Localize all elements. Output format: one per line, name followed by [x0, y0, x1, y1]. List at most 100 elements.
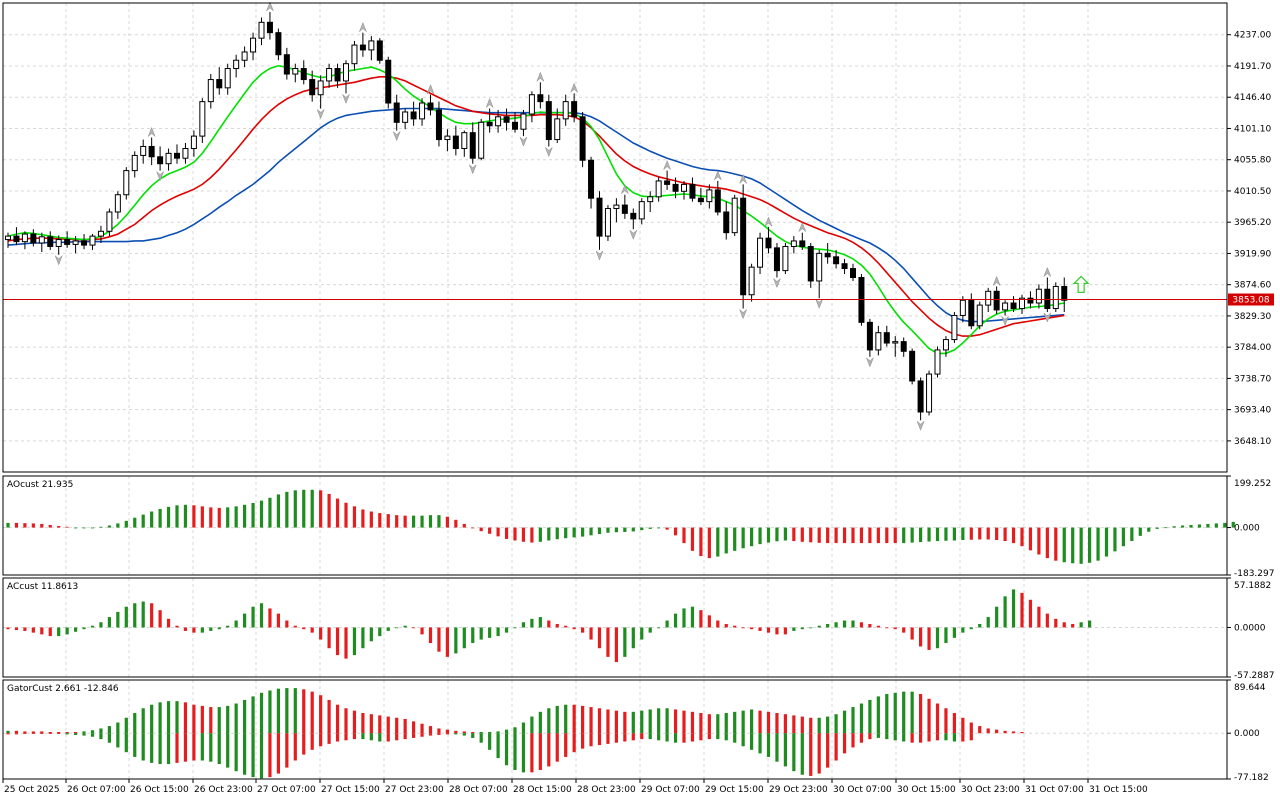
candle[interactable]	[131, 151, 138, 178]
candle[interactable]	[292, 63, 299, 83]
candle[interactable]	[588, 156, 595, 209]
candle[interactable]	[81, 234, 88, 250]
candle[interactable]	[157, 146, 164, 171]
candle[interactable]	[38, 232, 45, 252]
candle[interactable]	[368, 36, 375, 61]
candle[interactable]	[604, 205, 611, 241]
candle[interactable]	[883, 325, 890, 347]
candle[interactable]	[419, 98, 426, 126]
candle[interactable]	[385, 56, 392, 109]
candle[interactable]	[1035, 284, 1042, 309]
candle[interactable]	[106, 208, 113, 237]
candle[interactable]	[72, 236, 79, 254]
candle[interactable]	[757, 232, 764, 275]
candle[interactable]	[900, 337, 907, 357]
candle[interactable]	[934, 346, 941, 378]
candle[interactable]	[148, 137, 155, 166]
candle[interactable]	[917, 377, 924, 421]
candle[interactable]	[681, 180, 687, 200]
candle[interactable]	[537, 82, 544, 109]
candle[interactable]	[444, 129, 451, 152]
candle[interactable]	[697, 187, 704, 206]
candle[interactable]	[275, 28, 282, 61]
candle[interactable]	[216, 67, 223, 95]
candle[interactable]	[47, 231, 54, 250]
candle[interactable]	[554, 108, 561, 144]
candle[interactable]	[283, 47, 290, 80]
candle[interactable]	[875, 325, 882, 356]
candle[interactable]	[630, 208, 637, 230]
candle[interactable]	[469, 122, 476, 164]
candle[interactable]	[942, 336, 949, 357]
candle[interactable]	[241, 46, 248, 68]
candle[interactable]	[621, 194, 628, 219]
candle[interactable]	[866, 318, 873, 357]
candle[interactable]	[655, 177, 662, 202]
candle[interactable]	[174, 144, 180, 164]
candle[interactable]	[731, 194, 738, 237]
candle[interactable]	[266, 11, 273, 40]
candle[interactable]	[1002, 300, 1009, 316]
candle[interactable]	[841, 258, 848, 275]
candle[interactable]	[892, 336, 899, 357]
candle[interactable]	[89, 234, 96, 250]
candle[interactable]	[706, 184, 713, 209]
candle[interactable]	[165, 148, 172, 171]
candle[interactable]	[909, 348, 916, 385]
candle[interactable]	[596, 191, 603, 250]
candle[interactable]	[1061, 277, 1068, 312]
candle[interactable]	[773, 243, 780, 278]
candle[interactable]	[140, 139, 147, 164]
candle[interactable]	[258, 17, 265, 46]
candle[interactable]	[765, 227, 772, 254]
candle[interactable]	[5, 232, 11, 248]
candle[interactable]	[478, 118, 485, 161]
candle[interactable]	[30, 229, 37, 247]
candle[interactable]	[334, 63, 341, 88]
candle[interactable]	[309, 70, 316, 102]
candle[interactable]	[326, 63, 333, 88]
candle[interactable]	[393, 94, 400, 131]
candle[interactable]	[571, 93, 578, 123]
candle[interactable]	[951, 311, 958, 344]
candle[interactable]	[207, 74, 214, 109]
candle[interactable]	[351, 40, 358, 71]
candle[interactable]	[850, 263, 856, 281]
candle[interactable]	[97, 225, 104, 244]
candle[interactable]	[495, 109, 502, 133]
candle[interactable]	[613, 198, 620, 223]
candle[interactable]	[647, 191, 654, 212]
candle[interactable]	[410, 101, 417, 126]
candle[interactable]	[723, 201, 730, 240]
candle[interactable]	[250, 32, 257, 61]
candle[interactable]	[799, 232, 806, 250]
candle[interactable]	[190, 130, 197, 157]
candle[interactable]	[317, 75, 324, 109]
candle[interactable]	[486, 108, 493, 133]
candle[interactable]	[114, 191, 121, 219]
candle[interactable]	[233, 54, 240, 78]
candle[interactable]	[664, 170, 671, 190]
candle[interactable]	[926, 370, 933, 416]
candle[interactable]	[748, 263, 755, 302]
candle[interactable]	[199, 98, 206, 144]
candle[interactable]	[1019, 294, 1025, 315]
candle[interactable]	[182, 143, 189, 164]
candle[interactable]	[579, 111, 586, 168]
candle[interactable]	[435, 101, 442, 147]
candle[interactable]	[123, 167, 130, 200]
candle[interactable]	[689, 177, 696, 202]
candle[interactable]	[64, 231, 71, 248]
candle[interactable]	[807, 243, 814, 288]
candle[interactable]	[824, 243, 831, 264]
candle[interactable]	[714, 180, 721, 216]
candle[interactable]	[959, 296, 966, 323]
candle[interactable]	[461, 130, 468, 157]
candle[interactable]	[562, 94, 569, 126]
candle[interactable]	[993, 286, 1000, 315]
candle[interactable]	[740, 184, 747, 309]
candle[interactable]	[545, 94, 552, 147]
candle[interactable]	[520, 109, 527, 137]
